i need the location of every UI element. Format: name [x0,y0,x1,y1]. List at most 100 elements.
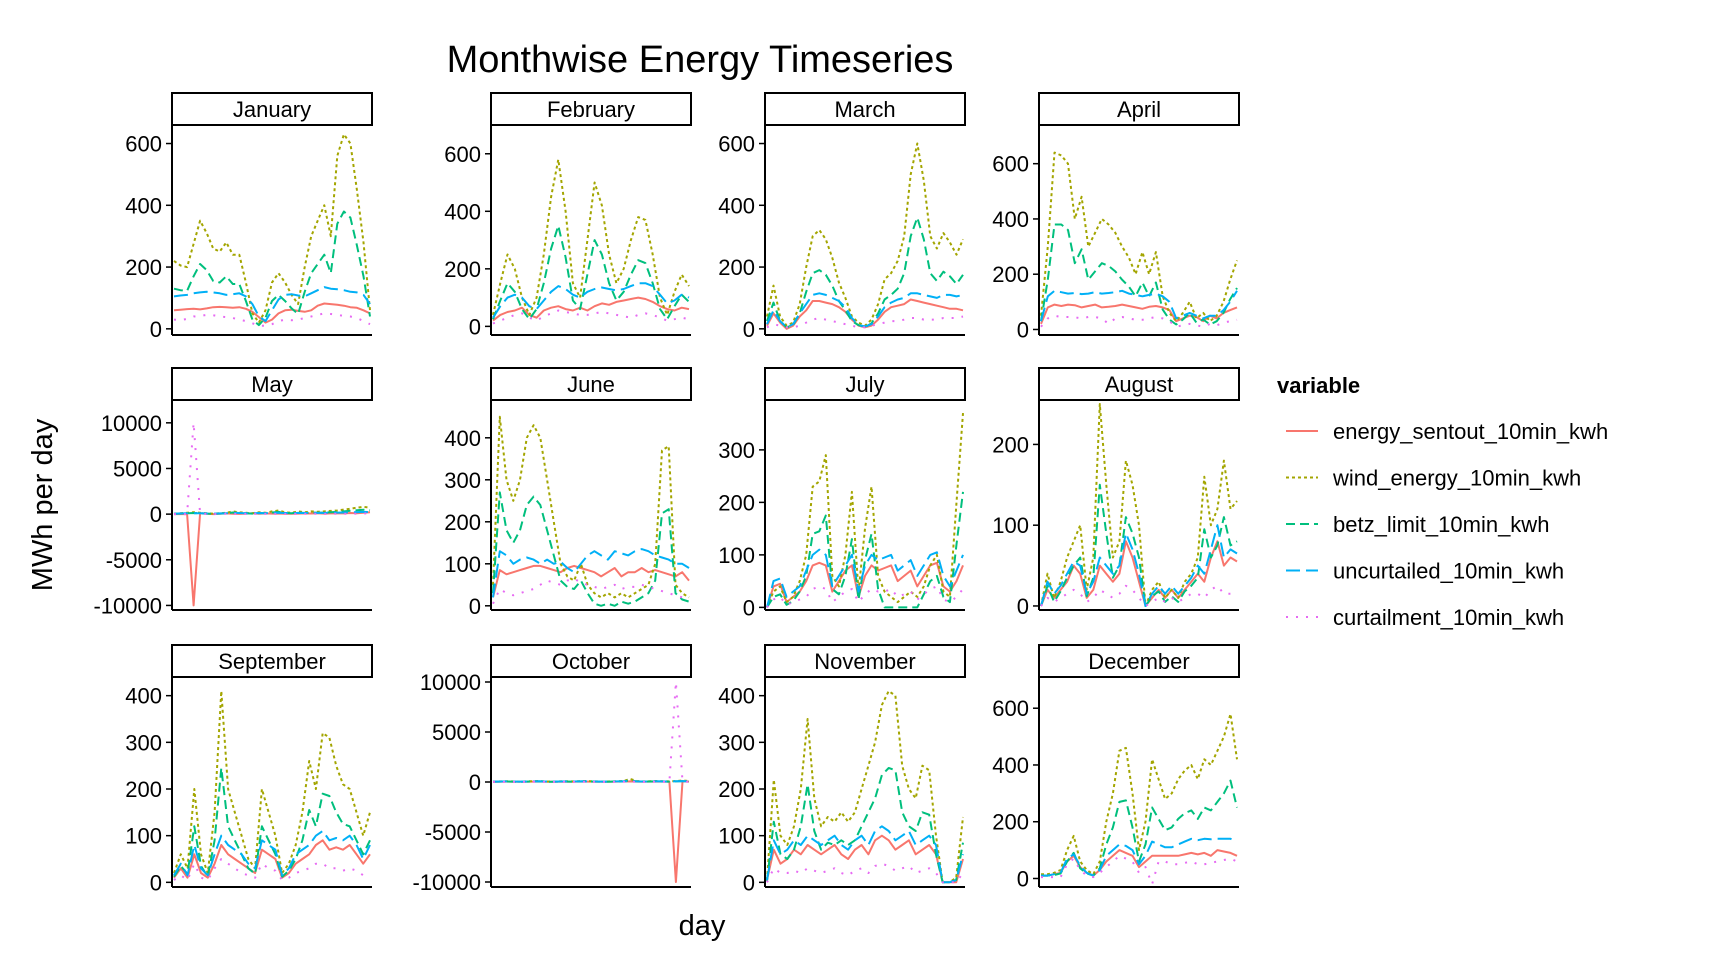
panel-january: January 0 200 400 600 [125,92,373,342]
strip-july [764,367,966,401]
series-line-energy_sentout_10min_kwh [766,834,964,884]
series-line-energy_sentout_10min_kwh [492,564,690,598]
series-lines [173,421,371,607]
y-tick-label: 400 [718,193,755,218]
y-tick-label: 400 [444,426,481,451]
series-line-uncurtailed_10min_kwh [766,548,964,608]
y-tick-label: 400 [125,193,162,218]
legend-label: energy_sentout_10min_kwh [1333,419,1608,444]
strip-august [1038,367,1240,401]
series-line-uncurtailed_10min_kwh [173,830,371,877]
y-tick-label: 100 [125,824,162,849]
y-tick-label: 100 [718,824,755,849]
legend-label: betz_limit_10min_kwh [1333,512,1549,537]
series-line-curtailment_10min_kwh [766,315,964,329]
y-tick-label: 200 [718,490,755,515]
panel-april: April 0 200 400 600 [992,92,1240,342]
legend-title: variable [1277,373,1360,398]
series-line-uncurtailed_10min_kwh [492,548,690,598]
y-tick-label: 400 [125,684,162,709]
legend-item-uncurtailed_10min_kwh: uncurtailed_10min_kwh [1286,559,1564,584]
y-tick-label: -10000 [412,870,481,895]
strip-label-december: December [1088,649,1189,674]
series-line-uncurtailed_10min_kwh [1040,289,1238,322]
strip-september [171,644,373,678]
strip-october [490,644,692,678]
y-tick-label: 200 [992,810,1029,835]
panel-may: May -10000 -5000 0 5000 10000 [93,367,373,618]
series-lines [1040,151,1238,328]
y-tick-label: 5000 [113,456,162,481]
panel-february: February 0 200 400 600 [444,92,692,339]
y-tick-label: 0 [1017,866,1029,891]
series-line-wind_energy_10min_kwh [173,133,371,324]
y-tick-label: 400 [718,684,755,709]
series-line-wind_energy_10min_kwh [766,142,964,327]
series-line-energy_sentout_10min_kwh [173,839,371,879]
y-tick-label: 300 [125,730,162,755]
y-tick-label: 0 [743,870,755,895]
strip-april [1038,92,1240,126]
y-tick-label: 300 [718,730,755,755]
series-line-uncurtailed_10min_kwh [1041,837,1238,877]
series-lines [766,413,964,609]
series-line-energy_sentout_10min_kwh [1040,303,1238,325]
panel-august: August 0 100 200 [992,367,1240,619]
series-line-betz_limit_10min_kwh [766,216,964,329]
series-line-betz_limit_10min_kwh [492,491,690,607]
series-lines [173,133,371,327]
strip-label-may: May [251,372,293,397]
series-line-betz_limit_10min_kwh [766,767,964,884]
series-lines [492,681,690,883]
series-line-uncurtailed_10min_kwh [1040,524,1238,607]
y-tick-label: 300 [444,468,481,493]
y-tick-label: 5000 [432,720,481,745]
series-line-curtailment_10min_kwh [1040,584,1237,607]
panel-march: March 0 200 400 600 [718,92,966,342]
legend-item-energy_sentout_10min_kwh: energy_sentout_10min_kwh [1286,419,1608,444]
series-line-betz_limit_10min_kwh [1040,223,1238,326]
series-lines [766,142,964,330]
strip-label-june: June [567,372,615,397]
y-tick-label: 0 [150,317,162,342]
y-tick-label: 100 [444,552,481,577]
y-tick-label: 0 [150,870,162,895]
y-tick-label: 200 [992,432,1029,457]
strip-label-november: November [814,649,915,674]
y-tick-label: 200 [125,255,162,280]
y-tick-label: 100 [992,513,1029,538]
series-line-curtailment_10min_kwh [766,862,964,884]
series-line-wind_energy_10min_kwh [492,415,690,599]
series-lines [492,415,690,607]
y-tick-label: 100 [718,543,755,568]
series-line-wind_energy_10min_kwh [1041,712,1238,876]
legend-items: energy_sentout_10min_kwh wind_energy_10mi… [1286,419,1608,630]
strip-june [490,367,692,401]
y-tick-label: 600 [992,152,1029,177]
y-tick-label: 600 [125,132,162,157]
series-line-wind_energy_10min_kwh [766,690,964,884]
y-tick-label: 10000 [420,670,481,695]
strip-label-march: March [834,97,895,122]
legend-label: curtailment_10min_kwh [1333,605,1564,630]
series-line-curtailment_10min_kwh [173,312,371,327]
y-tick-label: 400 [992,207,1029,232]
strip-label-august: August [1105,372,1174,397]
panel-november: November 0 100 200 300 400 [718,644,966,895]
y-tick-label: 0 [469,594,481,619]
y-tick-label: 400 [992,753,1029,778]
strip-label-october: October [552,649,630,674]
y-tick-label: -5000 [425,820,481,845]
y-tick-label: 600 [444,142,481,167]
series-line-curtailment_10min_kwh [492,309,690,325]
strip-label-february: February [547,97,635,122]
strip-may [171,367,373,401]
series-line-energy_sentout_10min_kwh [1040,540,1238,607]
y-tick-label: -5000 [106,548,162,573]
y-tick-label: 200 [992,262,1029,287]
series-line-uncurtailed_10min_kwh [173,510,371,515]
series-line-uncurtailed_10min_kwh [766,825,964,884]
series-line-wind_energy_10min_kwh [1040,403,1238,607]
panel-june: June 0 100 200 300 400 [444,367,692,619]
